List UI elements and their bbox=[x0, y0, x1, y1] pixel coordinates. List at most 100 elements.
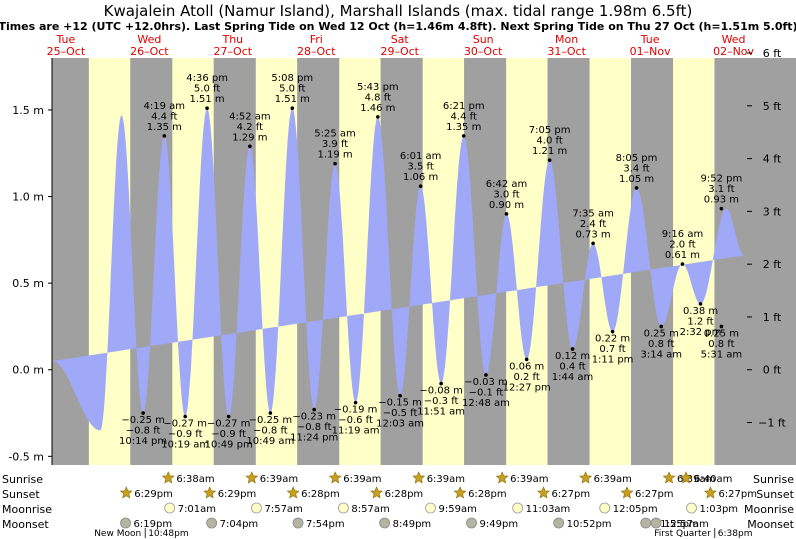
tide-label: 2.0 ft bbox=[669, 240, 695, 251]
tide-label: 4:19 am bbox=[144, 101, 186, 112]
day-date: 30–Oct bbox=[464, 45, 503, 58]
tide-point bbox=[610, 329, 615, 334]
tide-label: 2.4 ft bbox=[580, 219, 606, 230]
moonset-time: 12:57am bbox=[664, 519, 709, 530]
tide-label: 3.1 ft bbox=[708, 184, 734, 195]
tide-label: 3.0 ft bbox=[493, 189, 519, 200]
right-tick-label: 0 ft bbox=[763, 364, 782, 377]
moon-phase-label: First Quarter bbox=[654, 529, 711, 539]
high-tide-marker: 5:25 am3.9 ft1.19 m bbox=[314, 129, 356, 166]
moonset-icon bbox=[650, 517, 662, 529]
day-name: Thu bbox=[221, 33, 243, 46]
high-tide-marker: 9:52 pm3.1 ft0.93 m bbox=[701, 174, 742, 211]
moonrise-icon bbox=[251, 502, 262, 514]
left-tick-label: 1.0 m bbox=[12, 191, 44, 204]
tide-label: −0.6 ft bbox=[338, 415, 373, 426]
tide-point bbox=[183, 414, 187, 419]
sunrise-icon bbox=[245, 471, 259, 484]
tide-label: 0.2 ft bbox=[513, 372, 539, 383]
sunrise-icon bbox=[412, 471, 426, 484]
tide-point bbox=[312, 407, 316, 412]
sunset-time: 6:27pm bbox=[635, 489, 674, 500]
tide-label: 4.2 ft bbox=[237, 122, 263, 133]
tide-point bbox=[484, 373, 488, 377]
chart-subtitle: Times are +12 (UTC +12.0hrs). Last Sprin… bbox=[0, 20, 796, 33]
sunset-time: 6:27pm bbox=[552, 489, 591, 500]
high-tide-marker: 5:08 pm5.0 ft1.51 m bbox=[271, 73, 313, 111]
day-date: 28–Oct bbox=[297, 45, 336, 58]
right-tick-label: 4 ft bbox=[763, 153, 782, 166]
sunrise-time: 6:40am bbox=[694, 474, 732, 485]
tide-label: 5.0 ft bbox=[194, 84, 220, 95]
low-tide-marker: 0.38 m1.2 ft2:32 pm bbox=[680, 302, 722, 338]
moonset-time: 11:55pm bbox=[654, 519, 699, 530]
tide-label: 0.25 m bbox=[644, 328, 679, 339]
tide-point bbox=[659, 324, 664, 329]
right-tick-label: −1 ft bbox=[758, 417, 786, 430]
moonrise-icon bbox=[512, 502, 524, 514]
tide-point bbox=[162, 134, 167, 138]
tide-label: −0.8 ft bbox=[126, 426, 161, 437]
moonrise-time: 7:57am bbox=[264, 504, 302, 515]
right-gutter bbox=[744, 58, 796, 465]
sunset-icon bbox=[537, 486, 550, 499]
moonset-time: 8:49pm bbox=[393, 519, 432, 530]
sunset-time: 6:28pm bbox=[301, 489, 340, 500]
high-tide-marker: 4:52 am4.2 ft1.29 m bbox=[229, 111, 271, 149]
right-tick-label: 1 ft bbox=[763, 311, 782, 324]
moonrise-icon bbox=[686, 502, 697, 514]
tide-label: 0.25 m bbox=[704, 328, 739, 339]
sunrise-icon bbox=[579, 471, 593, 484]
tide-point bbox=[719, 324, 724, 329]
axes: 1.5 m 1.0 m 0.5 m 0.0 m -0.5 m 6 ft 5 ft 4 ft 3 … bbox=[8, 47, 787, 465]
tide-label: 0.93 m bbox=[704, 195, 739, 206]
moonrise-icon bbox=[164, 502, 176, 514]
tide-point bbox=[418, 184, 423, 188]
sunset-icon bbox=[203, 486, 217, 499]
row-label-right: Moonrise bbox=[744, 503, 794, 516]
tide-label: 5:25 am bbox=[314, 129, 356, 140]
day-name: Sun bbox=[473, 33, 494, 46]
tide-point bbox=[591, 241, 595, 246]
tide-label: 4.4 ft bbox=[451, 111, 477, 122]
day-name: Mon bbox=[555, 33, 578, 46]
moonset-time: 9:49pm bbox=[480, 519, 519, 530]
day-date: 02–Nov bbox=[713, 45, 754, 58]
tide-label: 1:44 am bbox=[552, 372, 594, 383]
tide-label: 1.05 m bbox=[619, 174, 654, 185]
tide-label: 1.19 m bbox=[317, 150, 352, 161]
high-tide-marker: 7:05 pm4.0 ft1.21 m bbox=[529, 125, 570, 162]
row-label-left: Moonset bbox=[2, 518, 49, 531]
tide-label: 12:27 pm bbox=[503, 382, 551, 393]
tide-label: −0.8 ft bbox=[253, 426, 288, 437]
sunrise-time: 6:39am bbox=[427, 474, 465, 485]
moonrise-time: 8:57am bbox=[351, 504, 389, 515]
tide-label: 4:36 pm bbox=[186, 73, 228, 84]
tide-label: −0.27 m bbox=[207, 419, 251, 430]
moonrise-time: 7:01am bbox=[178, 504, 216, 515]
moonset-icon bbox=[292, 517, 304, 529]
day-name: Sat bbox=[391, 33, 410, 46]
tide-label: 0.4 ft bbox=[559, 361, 585, 372]
low-tide-marker: 0.12 m0.4 ft1:44 am bbox=[552, 347, 594, 383]
tide-label: 5:31 am bbox=[701, 349, 743, 360]
tide-label: 6:42 am bbox=[486, 179, 528, 190]
moonset-icon bbox=[379, 517, 391, 529]
sunrise-icon bbox=[662, 471, 676, 484]
tide-label: 10:19 am bbox=[161, 440, 209, 451]
tide-label: 4.0 ft bbox=[536, 136, 562, 147]
tide-label: 3.5 ft bbox=[407, 162, 433, 173]
moonrise-icon bbox=[425, 502, 436, 514]
tide-label: 11:51 am bbox=[417, 407, 465, 418]
sunrise-icon bbox=[328, 471, 342, 484]
sunset-time: 6:29pm bbox=[134, 489, 173, 500]
tide-label: −0.03 m bbox=[464, 377, 508, 388]
tide-label: 2:32 pm bbox=[680, 327, 722, 338]
day-date: 31–Oct bbox=[547, 45, 586, 58]
tide-label: 1.06 m bbox=[403, 172, 438, 183]
